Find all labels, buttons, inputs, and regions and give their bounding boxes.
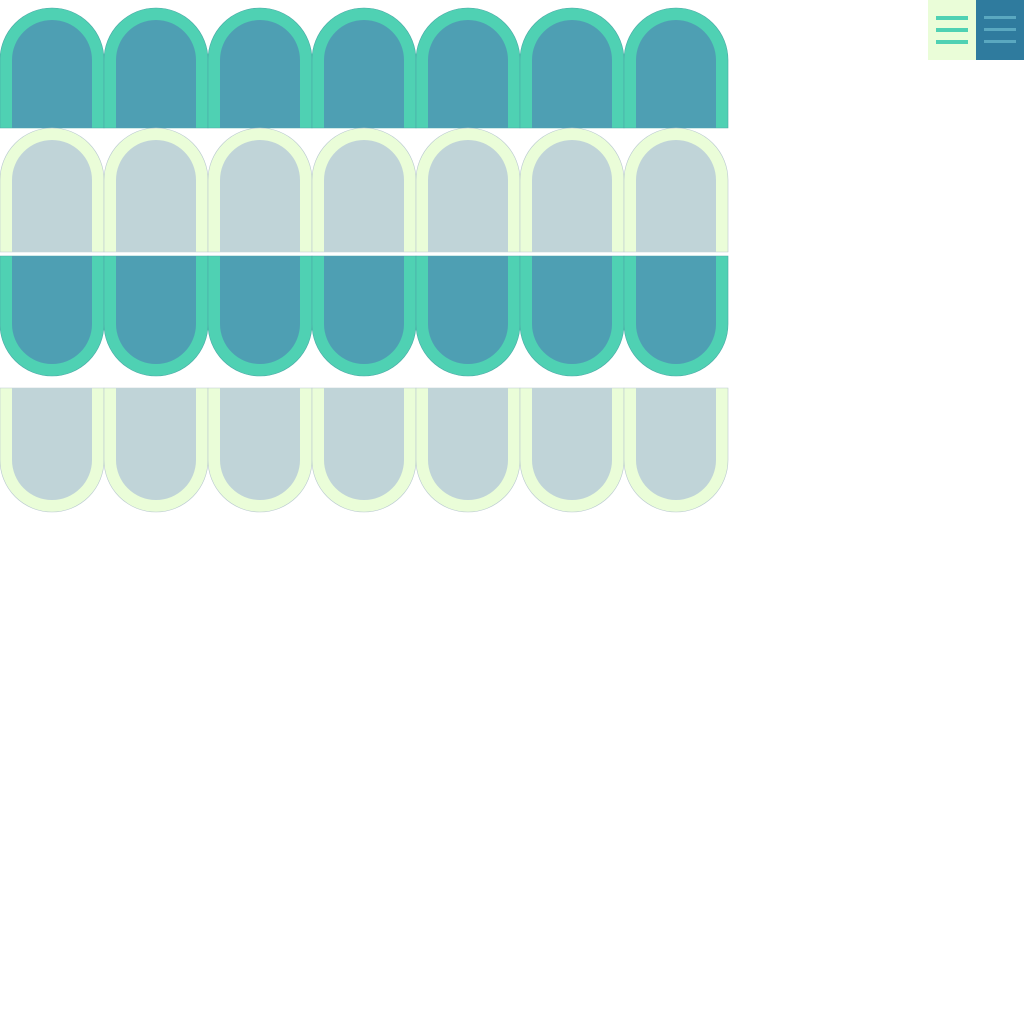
tile-inner bbox=[636, 388, 716, 500]
tile-inner bbox=[220, 20, 300, 128]
menu-line bbox=[984, 28, 1016, 31]
tile-inner bbox=[636, 20, 716, 128]
tile-inner bbox=[220, 140, 300, 252]
tile-inner bbox=[428, 388, 508, 500]
menu-line bbox=[984, 16, 1016, 19]
tile-inner bbox=[636, 140, 716, 252]
tile-inner bbox=[12, 140, 92, 252]
menu-line bbox=[936, 16, 968, 20]
tile-inner bbox=[116, 388, 196, 500]
tile-inner bbox=[428, 140, 508, 252]
tile-inner bbox=[12, 256, 92, 364]
tile-inner bbox=[532, 256, 612, 364]
tile-inner bbox=[428, 256, 508, 364]
tile-inner bbox=[116, 256, 196, 364]
tile-inner bbox=[324, 256, 404, 364]
tile-grid bbox=[0, 7, 729, 513]
tile-inner bbox=[532, 388, 612, 500]
menu-line bbox=[984, 40, 1016, 43]
menu-button-dark[interactable] bbox=[976, 0, 1024, 60]
tile-inner bbox=[220, 388, 300, 500]
tile-inner bbox=[428, 20, 508, 128]
tile-inner bbox=[12, 388, 92, 500]
tile-inner bbox=[532, 20, 612, 128]
tile-inner bbox=[116, 20, 196, 128]
menu-line bbox=[936, 40, 968, 44]
menu-line bbox=[936, 28, 968, 32]
menu-button-light[interactable] bbox=[928, 0, 976, 60]
tile-inner bbox=[116, 140, 196, 252]
tile-inner bbox=[324, 140, 404, 252]
tile-inner bbox=[324, 20, 404, 128]
tile-inner bbox=[324, 388, 404, 500]
tile-inner bbox=[220, 256, 300, 364]
tile-inner bbox=[532, 140, 612, 252]
tile-inner bbox=[636, 256, 716, 364]
tile-inner bbox=[12, 20, 92, 128]
